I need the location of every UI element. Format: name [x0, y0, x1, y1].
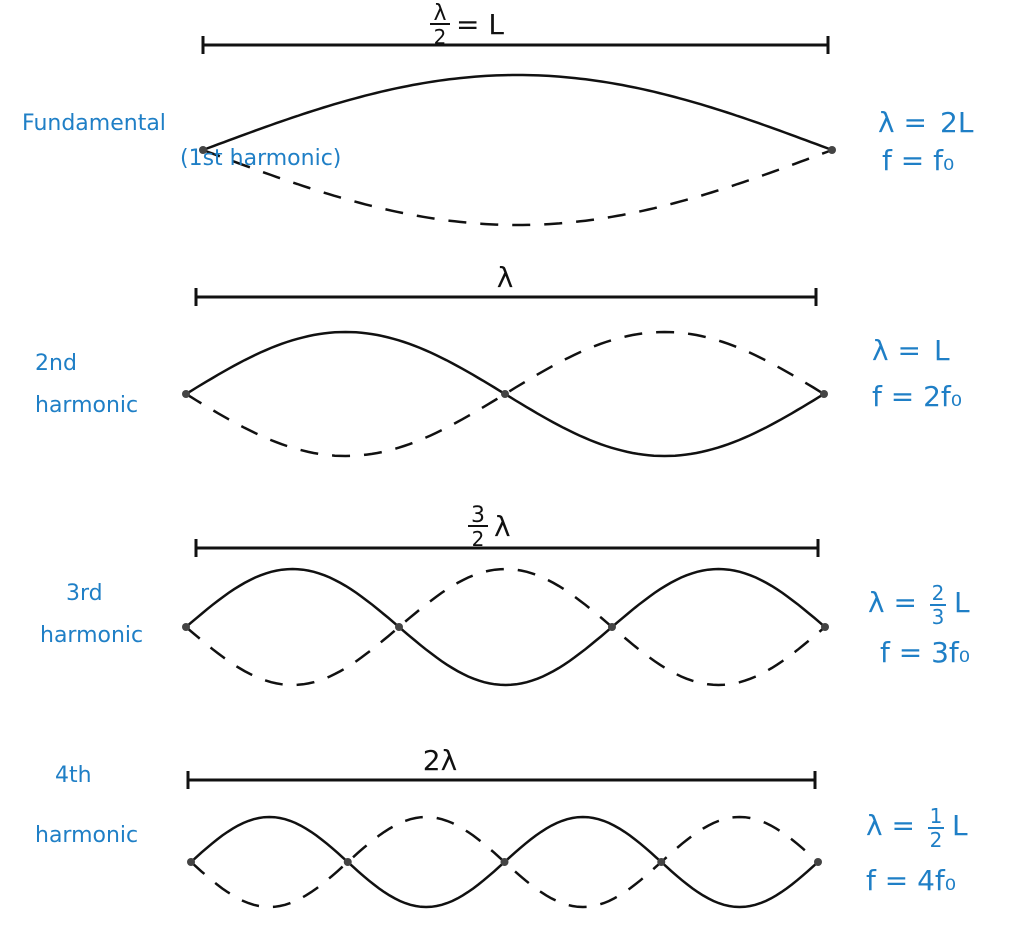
node-dot [199, 146, 207, 154]
node-dot [814, 858, 822, 866]
wave-solid [202, 73, 833, 152]
node-dot [395, 623, 403, 631]
wavelength-rhs: L [954, 586, 970, 619]
harmonic-name: harmonic [35, 823, 138, 848]
wavelength-rhs: L [934, 334, 950, 367]
harmonic-name: 2nd [35, 351, 77, 376]
length-label-text: λ [497, 261, 514, 294]
harmonic-name: 3rd [66, 581, 103, 606]
harmonic-name: 4th [55, 763, 92, 788]
harmonic-2 [182, 288, 828, 458]
length-label-denominator: 2 [434, 25, 447, 49]
wavelength-rhs: 2L [940, 106, 974, 139]
wavelength-denominator: 2 [930, 828, 943, 852]
frequency-label: f = 4f₀ [866, 864, 956, 897]
wavelength-lhs: λ = [872, 334, 921, 367]
node-dot [182, 623, 190, 631]
node-dot [821, 623, 829, 631]
node-dot [828, 146, 836, 154]
harmonic-3 [182, 525, 946, 687]
wavelength-lhs: λ = [878, 106, 927, 139]
frequency-label: f = 2f₀ [872, 380, 962, 413]
length-label-text: 2λ [423, 744, 457, 777]
wavelength-rhs: L [952, 809, 968, 842]
node-dot [343, 858, 352, 866]
wavelength-numerator: 1 [930, 804, 943, 828]
node-dot [608, 623, 616, 631]
wave-solid [185, 567, 826, 687]
harmonic-1 [199, 23, 836, 227]
length-label-text: = L [456, 8, 504, 41]
length-label-numerator: 3 [471, 503, 485, 528]
frequency-label: f = 3f₀ [880, 636, 970, 669]
wave-dashed [185, 567, 826, 687]
wave-dashed [202, 148, 833, 227]
harmonic-4 [186, 771, 944, 909]
wavelength-lhs: λ = [868, 586, 917, 619]
wavelength-numerator: 2 [932, 581, 945, 605]
node-dot [820, 390, 828, 398]
wavelength-denominator: 3 [932, 605, 945, 629]
length-label-text: λ [494, 510, 511, 543]
harmonic-name: harmonic [40, 623, 143, 648]
wavelength-lhs: λ = [866, 809, 915, 842]
harmonic-name: harmonic [35, 393, 138, 418]
length-label-numerator: λ [433, 1, 446, 26]
node-dot [657, 858, 666, 866]
harmonic-name: (1st harmonic) [180, 146, 341, 171]
frequency-label: f = f₀ [882, 144, 954, 177]
length-label-denominator: 2 [472, 527, 485, 551]
node-dot [501, 390, 509, 398]
harmonic-name: Fundamental [22, 111, 166, 136]
node-dot [187, 858, 195, 866]
node-dot [500, 858, 509, 866]
node-dot [182, 390, 190, 398]
